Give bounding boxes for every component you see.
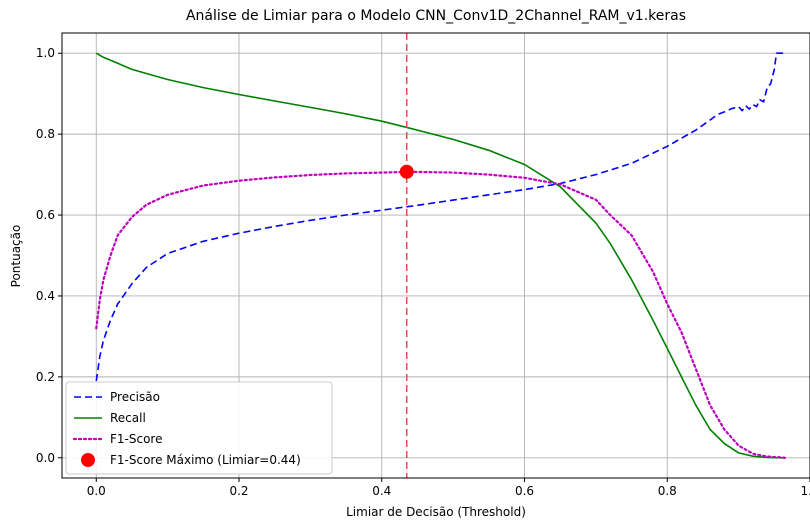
y-tick-label: 0.0 (36, 451, 55, 465)
x-axis-label: Limiar de Decisão (Threshold) (346, 505, 526, 519)
legend-box (65, 381, 333, 475)
x-tick-label: 0.2 (229, 484, 248, 498)
legend-label-precisao: Precisão (110, 390, 160, 404)
f1-max-marker (399, 164, 414, 179)
y-tick-label: 0.2 (36, 370, 55, 384)
legend-label-f1-max: F1-Score Máximo (Limiar=0.44) (110, 453, 301, 467)
y-axis-label: Pontuação (9, 225, 23, 288)
tick-layer: 0.0 0.2 0.4 0.6 0.8 1.0 0.0 0.2 0.4 0.6 0.8 1.0 (36, 46, 810, 498)
x-tick-label: 0.4 (372, 484, 391, 498)
x-tick-label: 1.0 (800, 484, 810, 498)
y-tick-label: 1.0 (36, 46, 55, 60)
legend-label-f1-score: F1-Score (110, 432, 162, 446)
y-tick-label: 0.8 (36, 127, 55, 141)
legend-label-recall: Recall (110, 411, 146, 425)
y-tick-label: 0.4 (36, 289, 55, 303)
legend-swatch-f1-max (81, 453, 95, 467)
chart-title: Análise de Limiar para o Modelo CNN_Conv… (186, 8, 686, 24)
x-tick-label: 0.8 (658, 484, 677, 498)
y-tick-label: 0.6 (36, 208, 55, 222)
x-tick-label: 0.6 (515, 484, 534, 498)
series-line-recall (95, 52, 785, 459)
plot-layer (95, 33, 787, 478)
plot-frame (61, 32, 810, 479)
x-tick-label: 0.0 (87, 484, 106, 498)
series-line-f1-score (95, 170, 787, 459)
legend: Precisão Recall F1-Score F1-Score Máximo… (65, 381, 333, 475)
series-line-precisao (95, 52, 785, 382)
